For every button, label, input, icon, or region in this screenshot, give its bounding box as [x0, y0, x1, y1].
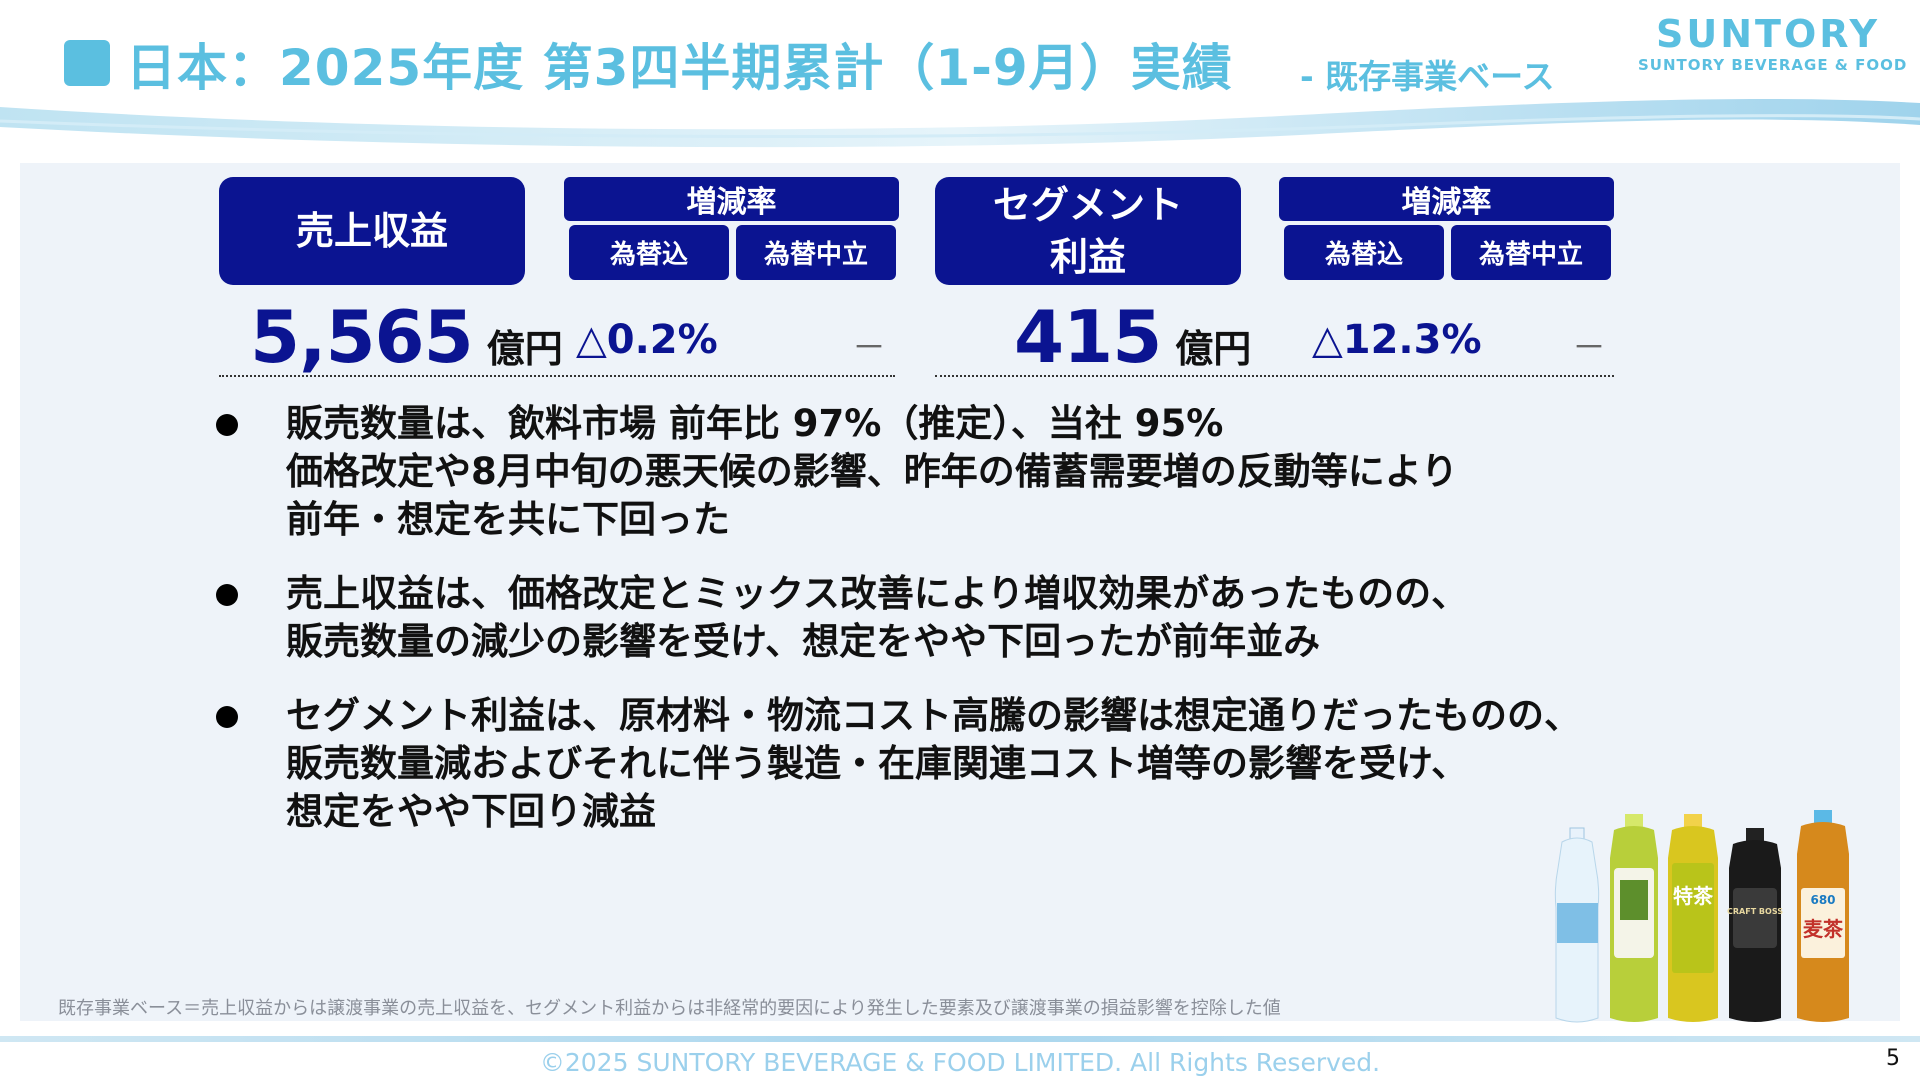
segment-rate-header-label: 増減率 [1401, 185, 1492, 220]
bullet-list: 販売数量は、飲料市場 前年比 97%（推定）、当社 95% 価格改定や8月中旬の… [212, 400, 1712, 862]
revenue-fx-neutral-label: 為替中立 [763, 240, 868, 270]
revenue-amount: 5,565 [250, 295, 474, 379]
segment-underline [935, 375, 1614, 377]
segment-fx-incl-label: 為替込 [1324, 240, 1403, 270]
bullet-line: 販売数量の減少の影響を受け、想定をやや下回ったが前年並み [286, 620, 1321, 663]
segment-profit-label-line2: 利益 [1049, 235, 1126, 279]
bullet-line: 販売数量は、飲料市場 前年比 97%（推定）、当社 95% [286, 402, 1224, 445]
barley-volume-label: 680 [1810, 893, 1835, 907]
header-wave-decoration [0, 99, 1920, 148]
bullet-dot-icon [216, 584, 238, 606]
slide-title: 日本：2025年度 第3四半期累計（1-9月）実績 [126, 39, 1233, 97]
segment-profit-label-box: セグメント 利益 [935, 177, 1241, 285]
craft-boss-bottle-icon: CRAFT BOSS [1727, 828, 1783, 1022]
slide-header: 日本：2025年度 第3四半期累計（1-9月）実績 - 既存事業ベース SUNT… [0, 0, 1920, 150]
segment-fx-neutral-label: 為替中立 [1478, 240, 1583, 270]
craft-boss-label: CRAFT BOSS [1727, 907, 1783, 916]
revenue-underline [219, 375, 895, 377]
segment-fx-incl-header: 為替込 [1284, 225, 1444, 280]
footnote: 既存事業ベース＝売上収益からは譲渡事業の売上収益を、セグメント利益からは非経常的… [58, 998, 1281, 1019]
revenue-value: 5,565 億円 [250, 295, 563, 379]
logo-main-text: SUNTORY [1656, 12, 1880, 56]
bullet-line: 想定をやや下回り減益 [286, 790, 656, 833]
barley-label: 麦茶 [1803, 917, 1844, 941]
revenue-fx-incl-label: 為替込 [609, 240, 688, 270]
revenue-unit: 億円 [486, 327, 563, 371]
slide-subtitle: - 既存事業ベース [1300, 57, 1555, 96]
tokucha-label: 特茶 [1673, 884, 1714, 908]
suntory-logo: SUNTORY SUNTORY BEVERAGE & FOOD [1638, 12, 1908, 74]
bullet-item: セグメント利益は、原材料・物流コスト高騰の影響は想定通りだったものの、 販売数量… [212, 692, 1712, 836]
segment-profit-amount: 415 [1014, 295, 1162, 379]
revenue-rate-header-label: 増減率 [686, 185, 777, 220]
tokucha-bottle-icon: 特茶 [1668, 814, 1718, 1022]
water-bottle-icon [1554, 827, 1600, 1023]
bullet-line: 価格改定や8月中旬の悪天候の影響、昨年の備蓄需要増の反動等により [286, 450, 1459, 493]
bullet-dot-icon [216, 706, 238, 728]
logo-sub-text: SUNTORY BEVERAGE & FOOD [1638, 56, 1908, 74]
bullet-line: 売上収益は、価格改定とミックス改善により増収効果があったものの、 [286, 572, 1469, 615]
green-tea-bottle-icon [1610, 814, 1658, 1022]
revenue-rate-fx-neutral: － [852, 328, 886, 368]
segment-rate-fx-neutral: － [1572, 328, 1606, 368]
bullet-item: 売上収益は、価格改定とミックス改善により増収効果があったものの、 販売数量の減少… [212, 570, 1712, 666]
revenue-fx-incl-header: 為替込 [569, 225, 729, 280]
revenue-rate-header: 増減率 [564, 177, 899, 221]
revenue-label-box: 売上収益 [219, 177, 525, 285]
segment-profit-unit: 億円 [1175, 327, 1252, 371]
copyright: ©2025 SUNTORY BEVERAGE & FOOD LIMITED. A… [539, 1048, 1381, 1077]
revenue-label: 売上収益 [295, 209, 448, 253]
revenue-rate-fx-incl: △0.2% [576, 317, 718, 363]
footer-band [0, 1036, 1920, 1042]
bullet-dot-icon [216, 414, 238, 436]
bullet-line: 販売数量減およびそれに伴う製造・在庫関連コスト増等の影響を受け、 [286, 742, 1469, 785]
segment-fx-neutral-header: 為替中立 [1451, 225, 1611, 280]
segment-profit-value: 415 億円 [1014, 295, 1251, 379]
bullet-line: セグメント利益は、原材料・物流コスト高騰の影響は想定通りだったものの、 [286, 694, 1581, 737]
segment-profit-label-line1: セグメント [992, 183, 1183, 227]
product-bottles-image: 特茶 CRAFT BOSS 680 麦茶 [1554, 810, 1849, 1023]
bullet-item: 販売数量は、飲料市場 前年比 97%（推定）、当社 95% 価格改定や8月中旬の… [212, 400, 1712, 544]
segment-rate-header: 増減率 [1279, 177, 1614, 221]
revenue-fx-neutral-header: 為替中立 [736, 225, 896, 280]
barley-tea-bottle-icon: 680 麦茶 [1797, 810, 1849, 1022]
bullet-line: 前年・想定を共に下回った [286, 498, 730, 541]
title-square-icon [64, 40, 110, 86]
page-number: 5 [1886, 1046, 1900, 1071]
segment-rate-fx-incl: △12.3% [1312, 317, 1482, 363]
